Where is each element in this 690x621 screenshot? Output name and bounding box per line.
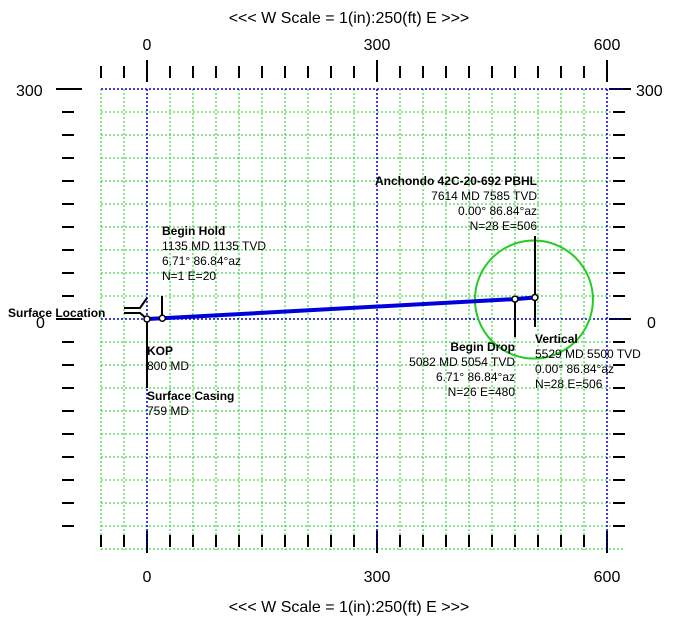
annotation-line: 800 MD: [147, 359, 189, 373]
well-marker-surface: [143, 315, 151, 323]
annotation-surface-casing: Surface Casing 759 MD: [147, 389, 234, 418]
annotation-line: 7614 MD 7585 TVD: [431, 189, 537, 203]
annotation-begin-hold: Begin Hold 1135 MD 1135 TVD 6.71° 86.84°…: [162, 224, 266, 283]
annotation-line: 5082 MD 5054 TVD: [409, 355, 515, 369]
annotation-kop: KOP 800 MD: [147, 344, 189, 373]
annotation-line: N=28 E=506: [470, 219, 538, 233]
x-tick-label-bottom-300: 300: [364, 569, 391, 586]
annotation-line: 0.00° 86.84°az: [535, 362, 614, 376]
y-tick-label-right-0: 0: [647, 315, 656, 332]
well-marker-vertical: [531, 293, 539, 302]
tick-marks: [56, 60, 631, 553]
annotation-vertical: Vertical 5529 MD 5500 TVD 0.00° 86.84°az…: [535, 332, 641, 391]
x-tick-label-bottom-600: 600: [594, 569, 621, 586]
annotation-line: Begin Drop: [450, 340, 515, 354]
annotation-surface-location: Surface Location: [8, 306, 105, 320]
annotation-line: Surface Casing: [147, 389, 234, 403]
well-marker-begin-drop: [511, 295, 519, 303]
annotation-line: 759 MD: [147, 404, 189, 418]
y-tick-label-left-300: 300: [16, 83, 43, 100]
annotation-line: 0.00° 86.84°az: [458, 204, 537, 218]
annotation-pbhl: Anchondo 42C-20-692 PBHL 7614 MD 7585 TV…: [375, 174, 537, 233]
annotation-line: N=28 E=506: [535, 377, 603, 391]
annotation-line: Vertical: [535, 332, 578, 346]
y-tick-label-left-0: 0: [36, 315, 45, 332]
y-tick-label-right-300: 300: [636, 83, 663, 100]
annotation-begin-drop: Begin Drop 5082 MD 5054 TVD 6.71° 86.84°…: [409, 340, 515, 399]
x-tick-label-top-0: 0: [143, 37, 152, 54]
annotation-line: Anchondo 42C-20-692 PBHL: [375, 174, 537, 188]
well-markers: [143, 293, 539, 323]
x-tick-label-top-600: 600: [594, 37, 621, 54]
axes: [101, 88, 623, 550]
grid: [100, 88, 623, 550]
annotation-line: 6.71° 86.84°az: [162, 254, 241, 268]
well-marker-begin-hold: [158, 314, 167, 322]
annotation-line: N=1 E=20: [162, 269, 216, 283]
annotation-line: KOP: [147, 344, 173, 358]
annotation-line: 5529 MD 5500 TVD: [535, 347, 641, 361]
x-tick-label-top-300: 300: [364, 37, 391, 54]
annotation-line: N=26 E=480: [448, 385, 516, 399]
scale-title-bottom: <<< W Scale = 1(in):250(ft) E >>>: [229, 599, 470, 616]
leader-surface-location: [124, 297, 148, 309]
wellpath-line: [146, 295, 536, 321]
annotation-line: Begin Hold: [162, 224, 225, 238]
x-tick-label-bottom-0: 0: [143, 569, 152, 586]
annotation-line: 1135 MD 1135 TVD: [162, 239, 266, 253]
scale-title-top: <<< W Scale = 1(in):250(ft) E >>>: [229, 10, 470, 27]
annotation-line: 6.71° 86.84°az: [436, 370, 515, 384]
annotation-line: Surface Location: [8, 306, 105, 320]
